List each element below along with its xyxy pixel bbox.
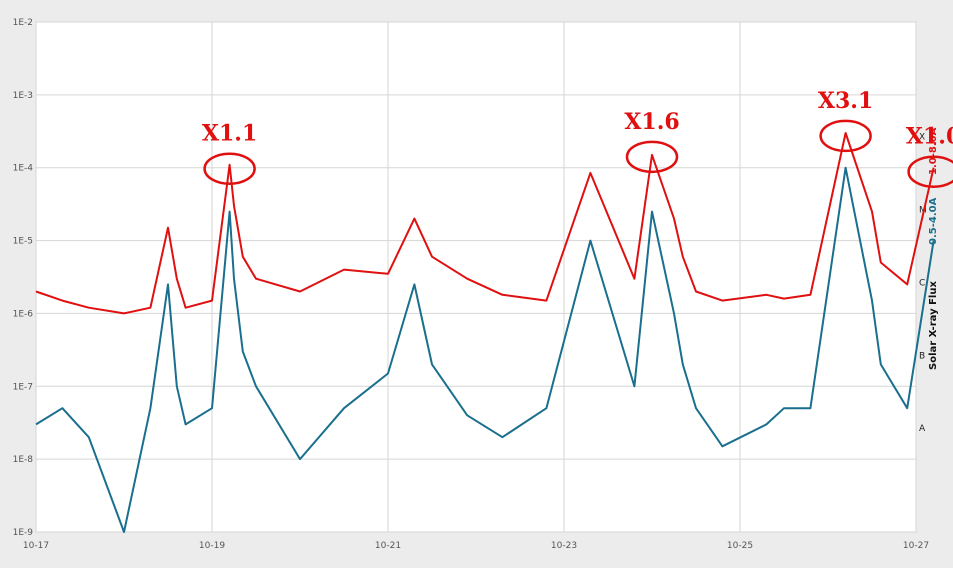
annotations: X1.1 X1.6 X3.1 X1.0: [202, 88, 953, 188]
series-line-long: [35, 132, 935, 315]
series-layer: [35, 132, 935, 533]
flare-class-label: C: [919, 278, 925, 288]
x-tick-label: 10-27: [903, 541, 929, 551]
flare-annotation-label: X1.0: [906, 124, 953, 150]
flare-annotation-label: X1.6: [624, 109, 679, 135]
x-tick-label: 10-23: [551, 541, 577, 551]
side-label-long: 1.0-8.0A: [928, 127, 939, 175]
plot-background: [35, 21, 917, 533]
y-axis-ticks: 1E-9 1E-8 1E-7 1E-6 1E-5 1E-4 1E-3 1E-2: [13, 18, 34, 538]
x-axis-ticks: 10-17 10-19 10-21 10-23 10-25 10-27: [23, 541, 929, 551]
series-line-short: [35, 166, 935, 533]
y-tick-label: 1E-4: [13, 164, 34, 174]
flare-marker-ellipse: [819, 119, 872, 153]
y-tick-label: 1E-2: [13, 18, 33, 28]
flare-marker-ellipse: [907, 155, 953, 188]
flare-annotation-label: X3.1: [818, 88, 873, 114]
side-labels: Solar X-ray Flux 0.5-4.0A 1.0-8.0A: [928, 127, 939, 370]
y-tick-label: 1E-6: [13, 309, 34, 319]
grid: [35, 21, 917, 533]
x-tick-label: 10-21: [375, 541, 401, 551]
flare-class-label: X: [919, 133, 925, 143]
y-tick-label: 1E-3: [13, 91, 33, 101]
flare-class-label: B: [919, 351, 925, 361]
flare-marker-ellipse: [625, 140, 679, 174]
x-tick-label: 10-25: [727, 541, 753, 551]
side-label-title: Solar X-ray Flux: [928, 281, 939, 370]
side-label-short: 0.5-4.0A: [928, 197, 939, 245]
y-tick-label: 1E-7: [13, 382, 33, 392]
y-tick-label: 1E-5: [13, 237, 33, 247]
flare-annotation-label: X1.1: [202, 121, 257, 147]
y-tick-label: 1E-8: [13, 455, 34, 465]
y-tick-label: 1E-9: [13, 528, 34, 538]
x-tick-label: 10-17: [23, 541, 49, 551]
x-tick-label: 10-19: [199, 541, 225, 551]
flare-marker-ellipse: [203, 152, 256, 185]
flare-class-label: A: [919, 424, 926, 434]
